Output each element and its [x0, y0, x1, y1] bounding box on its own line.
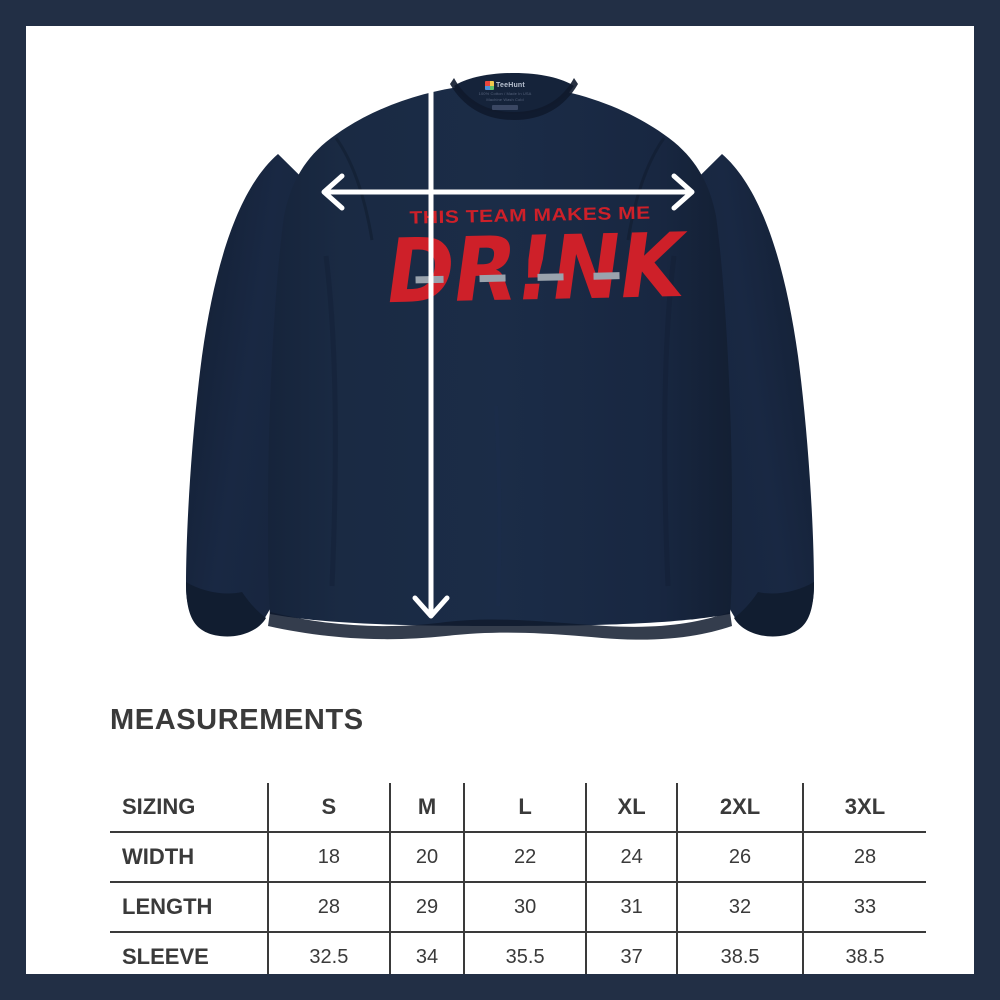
cell-length-xl: 31 — [586, 882, 679, 933]
column-header-xl: XL — [586, 783, 679, 833]
cell-length-3xl: 33 — [802, 882, 926, 933]
column-header-3xl: 3XL — [802, 783, 926, 833]
cell-length-s: 28 — [268, 882, 391, 933]
table-row: WIDTH 18 20 22 24 26 28 — [110, 832, 926, 883]
fold-left — [323, 255, 338, 587]
cell-width-xl: 24 — [586, 832, 679, 883]
cell-sleeve-2xl: 38.5 — [677, 932, 804, 974]
column-header-l: L — [464, 783, 588, 833]
row-label-sleeve: SLEEVE — [110, 932, 269, 974]
table-row: SLEEVE 32.5 34 35.5 37 38.5 38.5 — [110, 932, 926, 974]
shirt-illustration — [186, 73, 814, 640]
right-shoulder-seam — [626, 137, 666, 241]
cell-width-l: 22 — [464, 832, 588, 883]
cell-length-l: 30 — [464, 882, 588, 933]
collar-rib — [450, 78, 578, 120]
table-row: LENGTH 28 29 30 31 32 33 — [110, 882, 926, 933]
left-shoulder-seam — [334, 137, 374, 241]
product-photo: TeeHunt 100% Cotton / Made In USA Machin… — [26, 26, 974, 646]
cell-length-2xl: 32 — [677, 882, 804, 933]
measurements-section: MEASUREMENTS SIZING S M L XL 2XL 3XL WID… — [26, 646, 974, 974]
table-header-row: SIZING S M L XL 2XL 3XL — [110, 783, 926, 833]
cell-width-s: 18 — [268, 832, 391, 883]
cell-sleeve-xl: 37 — [586, 932, 679, 974]
column-header-m: M — [389, 783, 466, 833]
row-label-length: LENGTH — [110, 882, 269, 933]
cell-length-m: 29 — [389, 882, 466, 933]
measurements-title: MEASUREMENTS — [110, 704, 364, 736]
column-header-sizing: SIZING — [110, 783, 269, 833]
cell-width-m: 20 — [389, 832, 466, 883]
shirt-body — [268, 86, 732, 626]
bottom-hem — [268, 612, 732, 640]
cell-sleeve-l: 35.5 — [464, 932, 588, 974]
cell-sleeve-s: 32.5 — [268, 932, 391, 974]
collar-opening — [454, 73, 574, 114]
cell-sleeve-m: 34 — [389, 932, 466, 974]
cell-sleeve-3xl: 38.5 — [845, 945, 885, 968]
fold-right — [662, 255, 677, 587]
cell-width-3xl: 28 — [802, 832, 926, 883]
cell-width-2xl: 26 — [677, 832, 804, 883]
chart-inner-panel: TeeHunt 100% Cotton / Made In USA Machin… — [26, 26, 974, 974]
row-label-width: WIDTH — [110, 832, 269, 883]
fold-center — [494, 405, 502, 607]
size-chart-table: SIZING S M L XL 2XL 3XL WIDTH 18 20 22 2… — [110, 783, 926, 974]
left-cuff — [186, 582, 266, 637]
right-cuff — [734, 582, 814, 637]
column-header-s: S — [268, 783, 391, 833]
column-header-2xl: 2XL — [677, 783, 804, 833]
